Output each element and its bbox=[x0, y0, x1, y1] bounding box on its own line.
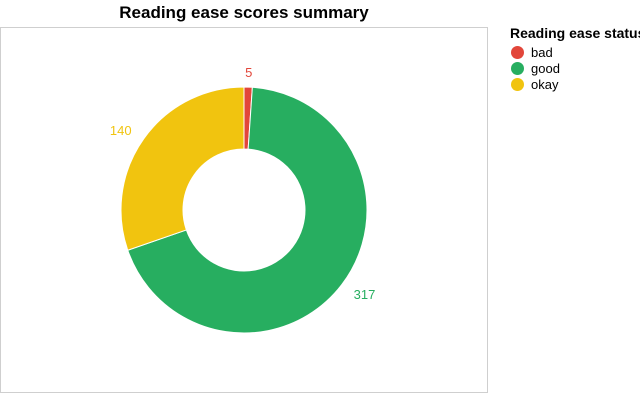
data-label-bad: 5 bbox=[245, 65, 252, 80]
data-label-good: 317 bbox=[354, 287, 376, 302]
chart-title: Reading ease scores summary bbox=[119, 3, 369, 22]
legend-item-bad: bad bbox=[510, 44, 640, 60]
legend-swatch-good bbox=[511, 61, 524, 75]
legend-item-good: good bbox=[510, 60, 640, 76]
legend-label-bad: bad bbox=[531, 44, 553, 60]
legend-swatch-bad bbox=[511, 45, 524, 59]
legend: Reading ease status bad good okay bbox=[510, 25, 640, 92]
legend-swatch-okay bbox=[511, 77, 524, 91]
legend-label-okay: okay bbox=[531, 76, 559, 92]
legend-title: Reading ease status bbox=[510, 25, 640, 41]
legend-item-okay: okay bbox=[510, 76, 640, 92]
legend-label-good: good bbox=[531, 60, 560, 76]
slice-good bbox=[127, 86, 368, 334]
data-label-okay: 140 bbox=[110, 123, 132, 138]
slice-okay bbox=[120, 86, 245, 251]
